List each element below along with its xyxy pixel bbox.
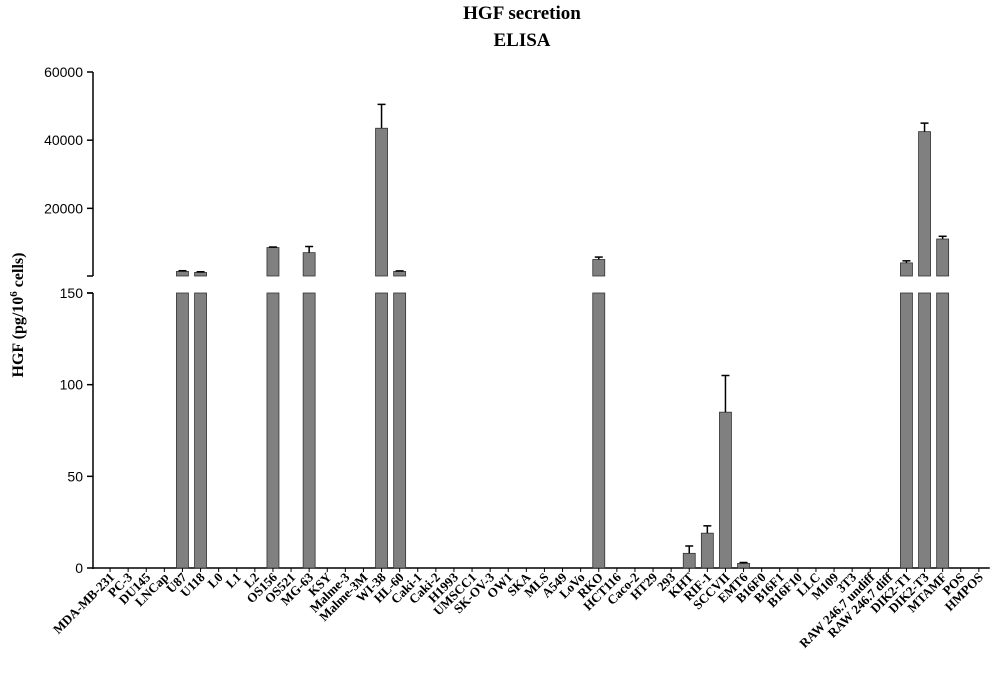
bar-RIF-1 — [700, 532, 714, 569]
y-axis-label: HGF (pg/106 cells) — [8, 253, 27, 378]
bar-RKO-lower — [592, 292, 606, 569]
category-label: MDA-MB-231 — [50, 570, 117, 637]
chart-title: HGF secretion — [463, 3, 581, 24]
bar-HL-60-upper — [393, 270, 407, 277]
bar-DIK2-T1-upper — [900, 262, 913, 277]
bar-OS156-lower — [266, 292, 280, 569]
category-labels: MDA-MB-231PC-3DU145LNCapU87U118L0L1L2OS1… — [50, 568, 986, 651]
bar-MTAMF-lower — [936, 292, 950, 569]
bar-MG-63-lower — [302, 292, 316, 569]
y-tick-label: 0 — [75, 560, 83, 576]
bar-KHT — [682, 552, 696, 569]
y-tick-label: 40000 — [44, 132, 83, 148]
y-tick-label: 20000 — [44, 200, 83, 216]
bar-DIK2-T1-lower — [900, 292, 913, 569]
bar-EMT6 — [737, 563, 750, 569]
bar-SCCVII — [719, 411, 732, 569]
y-tick-label: 150 — [60, 285, 84, 301]
y-tick-label: 100 — [60, 377, 84, 393]
y-tick-label: 60000 — [44, 64, 83, 80]
y-tick-label: 50 — [67, 468, 83, 484]
bar-U87-lower — [176, 292, 189, 569]
bar-RKO-upper — [592, 259, 606, 277]
bar-U118-upper — [194, 272, 207, 277]
bar-U87-upper — [176, 270, 189, 277]
bar-MTAMF-upper — [936, 238, 950, 277]
bars — [176, 103, 950, 569]
bar-HL-60-lower — [393, 292, 407, 569]
bar-U118-lower — [194, 292, 207, 569]
bar-DIK2-T3-upper — [918, 131, 931, 277]
chart-subtitle: ELISA — [493, 30, 550, 51]
bar-WI-38-lower — [375, 292, 388, 569]
bar-OS156-upper — [266, 247, 280, 277]
bar-MG-63-upper — [302, 252, 316, 277]
axes: 0 50 100 150 20000 40000 60000 — [44, 64, 990, 576]
bar-WI-38-upper — [375, 127, 388, 277]
bar-DIK2-T3-lower — [918, 292, 931, 569]
